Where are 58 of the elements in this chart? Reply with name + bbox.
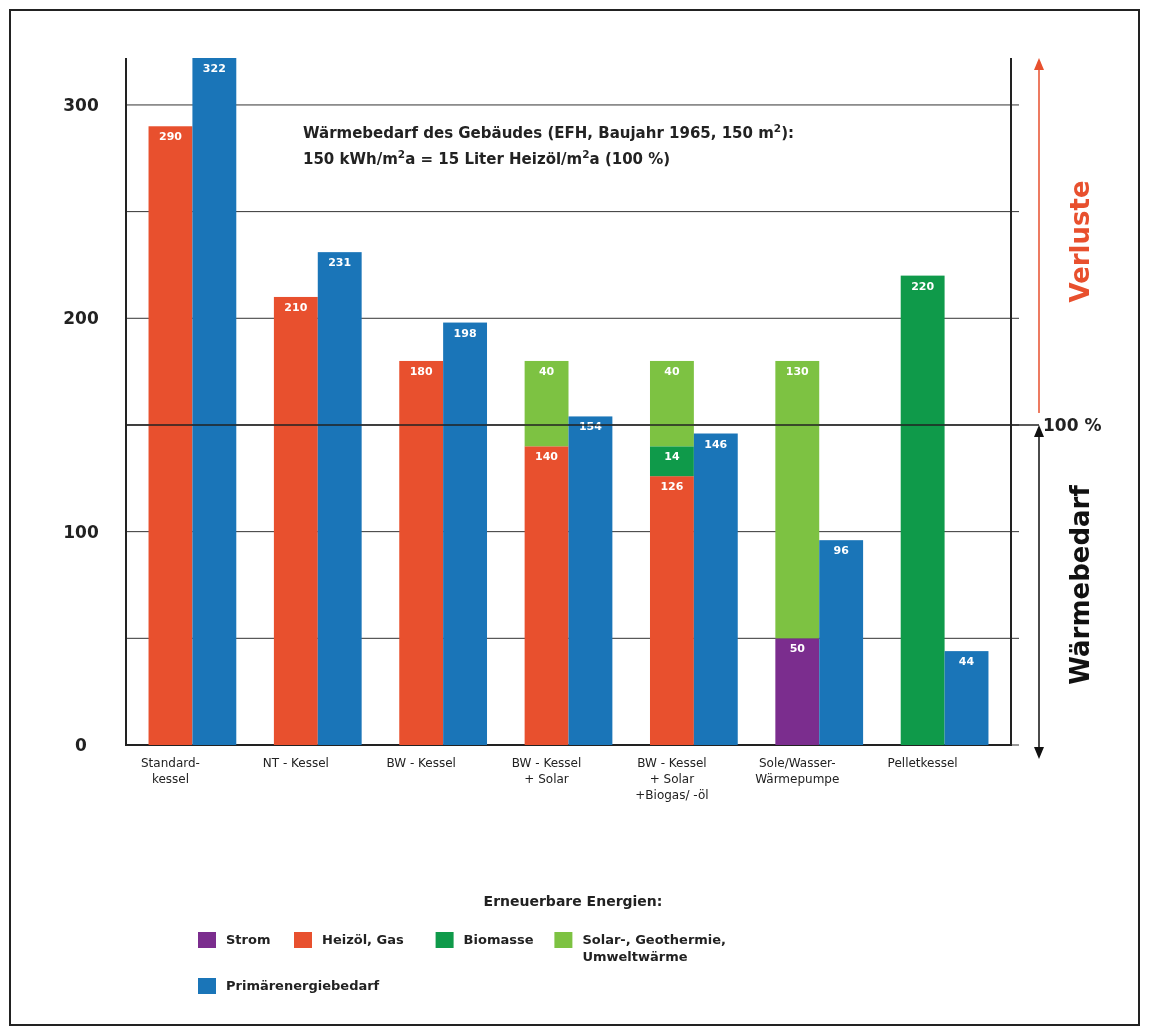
data-label: 14 xyxy=(664,450,680,464)
data-label: 290 xyxy=(158,130,183,144)
data-label: 154 xyxy=(578,420,603,434)
bar xyxy=(900,275,945,745)
bar xyxy=(775,638,820,745)
data-label: 198 xyxy=(453,326,477,340)
annotation: Wärmebedarf des Gebäudes (EFH, Baujahr 1965, 150 m$^{2}$): xyxy=(303,122,795,142)
y-tick-label: 200 xyxy=(63,308,99,329)
bar xyxy=(317,252,362,745)
x-tick-label: Standard- kessel xyxy=(141,756,200,786)
data-label: 50 xyxy=(789,642,806,656)
legend-label: Primärenergiebedarf xyxy=(226,978,380,993)
data-label: 210 xyxy=(284,300,308,314)
data-label: 231 xyxy=(328,256,352,270)
bar xyxy=(944,651,989,745)
y-tick-label: 0 xyxy=(75,735,88,755)
data-label: 220 xyxy=(911,279,935,293)
bar xyxy=(649,476,694,745)
bar xyxy=(192,58,237,745)
bar xyxy=(399,360,444,745)
text: Wärmebedarf xyxy=(1065,484,1095,685)
legend-label: Biomasse xyxy=(463,932,534,947)
y-tick-label: 300 xyxy=(63,94,99,115)
x-tick-label: Pelletkessel xyxy=(887,756,958,770)
bar xyxy=(524,446,569,745)
legend-label: Strom xyxy=(226,932,271,947)
data-label: 180 xyxy=(409,364,434,378)
bar xyxy=(693,433,738,745)
data-label: 146 xyxy=(704,437,728,451)
data-label: 140 xyxy=(535,450,559,464)
data-label: 126 xyxy=(660,480,684,494)
bar xyxy=(524,360,569,447)
bar xyxy=(775,360,820,639)
bar xyxy=(649,360,694,447)
text: 100 % xyxy=(1043,414,1102,435)
legend-label: Heizöl, Gas xyxy=(322,932,405,947)
data-label: 130 xyxy=(785,364,810,378)
x-tick-label: BW - Kessel xyxy=(386,756,456,770)
data-label: 40 xyxy=(664,364,680,378)
legend-title: Erneuerbare Energien: xyxy=(483,893,663,909)
y-tick-label: 100 xyxy=(63,521,99,542)
data-label: 96 xyxy=(833,544,850,558)
bar xyxy=(819,540,864,745)
bar xyxy=(443,322,488,745)
x-tick-label: BW - Kessel + Solar +Biogas/ -öl xyxy=(635,756,709,802)
bar xyxy=(148,126,193,745)
annotation: 150 kWh/m$^{2}$a = 15 Liter Heizöl/m$^{2}$a (100 %) xyxy=(303,148,671,168)
bar xyxy=(273,296,318,745)
data-label: 44 xyxy=(958,655,975,669)
bar xyxy=(568,416,613,745)
text: Verluste xyxy=(1065,180,1095,303)
bar xyxy=(649,446,694,477)
data-label: 322 xyxy=(202,62,226,75)
x-tick-label: Sole/Wasser- Wärmepumpe xyxy=(755,756,840,786)
x-tick-label: BW - Kessel + Solar xyxy=(511,756,582,786)
x-tick-label: NT - Kessel xyxy=(262,756,329,770)
legend-label: Solar-, Geothermie, Umweltwärme xyxy=(582,932,727,964)
data-label: 40 xyxy=(538,364,555,378)
